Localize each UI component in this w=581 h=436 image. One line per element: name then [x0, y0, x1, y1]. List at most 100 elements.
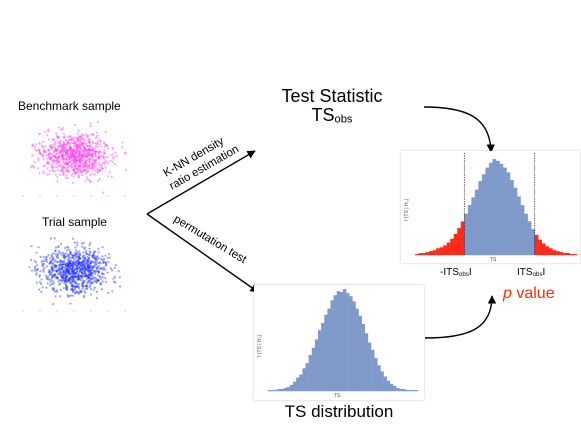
benchmark-point — [97, 152, 100, 155]
benchmark-point — [81, 155, 84, 158]
trial-point — [62, 265, 65, 269]
benchmark-point — [84, 150, 88, 153]
trial-point — [91, 281, 94, 285]
histogram-bar — [573, 254, 578, 255]
trial-point — [57, 280, 60, 283]
trial-point — [89, 260, 92, 263]
trial-point — [62, 272, 65, 275]
trial-point — [59, 262, 62, 266]
trial-point — [76, 262, 79, 265]
trial-point — [90, 266, 93, 269]
trial-point — [88, 285, 92, 288]
trial-point — [48, 269, 51, 272]
trial-point — [40, 282, 43, 285]
benchmark-point — [38, 148, 41, 151]
benchmark-point — [96, 145, 99, 148]
trial-point — [95, 281, 98, 284]
trial-point — [62, 270, 65, 273]
benchmark-point — [58, 156, 61, 159]
benchmark-point — [72, 160, 75, 163]
trial-point — [42, 265, 45, 268]
trial-point — [60, 263, 64, 266]
trial-point — [93, 272, 97, 275]
benchmark-point — [75, 154, 78, 157]
benchmark-point — [63, 162, 67, 165]
benchmark-point — [85, 168, 88, 171]
benchmark-point — [94, 144, 97, 148]
benchmark-point — [69, 146, 72, 149]
benchmark-point — [75, 157, 78, 160]
trial-point — [101, 258, 104, 262]
trial-point — [62, 271, 65, 274]
benchmark-point — [87, 170, 90, 173]
trial-point — [72, 280, 75, 283]
benchmark-point — [88, 151, 91, 154]
benchmark-point — [111, 148, 114, 151]
trial-point — [89, 282, 92, 285]
benchmark-point — [88, 178, 91, 182]
trial-point — [65, 276, 68, 279]
trial-point — [95, 269, 99, 272]
histogram-bar — [330, 300, 334, 391]
trial-point — [84, 287, 87, 290]
benchmark-point — [121, 145, 124, 149]
trial-point — [76, 264, 79, 267]
benchmark-point — [48, 157, 52, 161]
trial-point — [50, 261, 53, 264]
trial-point — [87, 270, 90, 273]
benchmark-point — [92, 164, 96, 167]
trial-point — [80, 271, 84, 275]
benchmark-point — [78, 144, 81, 147]
trial-point — [69, 264, 72, 267]
trial-point — [77, 256, 80, 259]
benchmark-point — [67, 170, 70, 173]
benchmark-point — [76, 143, 79, 146]
benchmark-point — [88, 148, 91, 151]
trial-point — [65, 268, 68, 271]
trial-point — [111, 269, 114, 272]
trial-point — [58, 267, 61, 270]
trial-point — [71, 264, 74, 267]
histogram-bar — [548, 248, 553, 255]
trial-point — [51, 265, 54, 268]
benchmark-point — [68, 156, 71, 159]
benchmark-point — [92, 155, 95, 158]
benchmark-point — [73, 153, 76, 156]
benchmark-point — [59, 163, 63, 166]
benchmark-point — [96, 168, 99, 171]
trial-point — [52, 282, 56, 285]
benchmark-point — [70, 163, 73, 166]
benchmark-point — [97, 156, 100, 159]
benchmark-point — [75, 172, 78, 175]
benchmark-point — [38, 133, 41, 136]
trial-point — [67, 261, 70, 264]
benchmark-point — [79, 153, 82, 156]
trial-point — [97, 270, 100, 273]
trial-point — [81, 270, 84, 273]
benchmark-point — [71, 148, 74, 151]
benchmark-point — [62, 143, 65, 147]
trial-point — [52, 303, 55, 306]
trial-point — [82, 264, 85, 267]
benchmark-point — [74, 162, 77, 165]
trial-point — [71, 268, 74, 271]
benchmark-point — [102, 161, 105, 164]
benchmark-point — [86, 177, 89, 181]
trial-point — [79, 252, 82, 255]
trial-point — [65, 286, 68, 289]
benchmark-point — [77, 136, 80, 139]
benchmark-point — [71, 154, 74, 157]
trial-point — [68, 277, 71, 280]
benchmark-point — [98, 177, 101, 181]
trial-point — [87, 275, 90, 278]
trial-point — [94, 276, 97, 279]
histogram-bar — [277, 388, 281, 391]
benchmark-point — [37, 159, 40, 162]
trial-point — [85, 275, 88, 278]
trial-point — [56, 260, 60, 263]
benchmark-point — [102, 156, 105, 159]
trial-point — [68, 259, 71, 262]
benchmark-point — [86, 155, 89, 158]
trial-point — [91, 255, 94, 258]
trial-point — [52, 257, 55, 261]
